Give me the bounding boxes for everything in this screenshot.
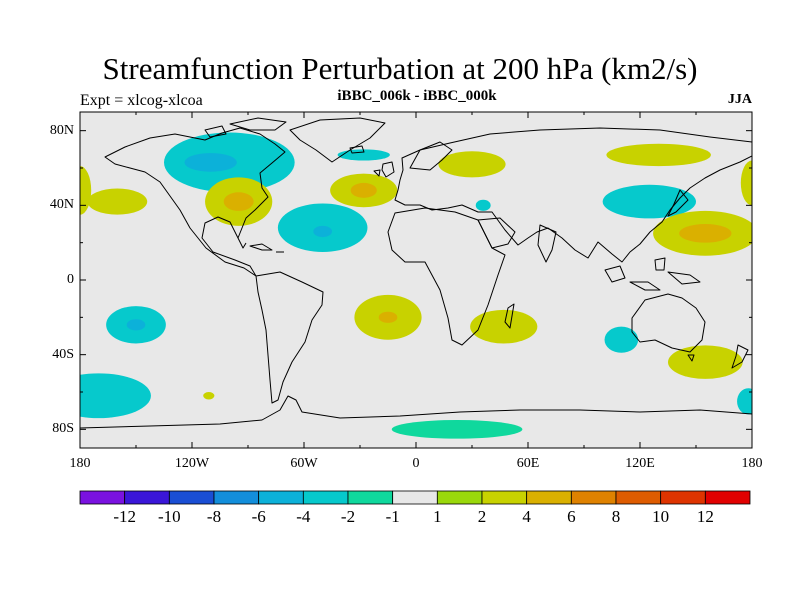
colorbar-swatch [704, 490, 751, 505]
coast-arctic-islands [204, 117, 287, 138]
anomaly-region-10 [475, 199, 491, 211]
x-tick-label: 180 [69, 456, 91, 471]
x-tick-label: 120E [625, 456, 655, 471]
coast-british-isles [373, 161, 395, 178]
anomaly-region-28 [391, 420, 523, 439]
anomaly-region-11 [606, 143, 711, 167]
anomaly-region-1 [184, 153, 237, 172]
colorbar-swatch [168, 490, 215, 505]
anomaly-region-15 [740, 160, 752, 206]
y-tick-label: 40N [49, 197, 74, 213]
coastlines [80, 117, 752, 429]
y-tick-label: 80S [52, 421, 74, 437]
colorbar-swatch [481, 490, 528, 505]
coast-indonesia [604, 257, 701, 291]
x-tick-label: 60W [290, 456, 318, 471]
x-tick-label: 180 [741, 456, 763, 471]
anomaly-region-23 [604, 326, 639, 353]
chart-title: Streamfunction Perturbation at 200 hPa (… [102, 51, 698, 86]
anomaly-region-17 [87, 188, 148, 215]
coast-iceland [349, 145, 365, 154]
colorbar-label: 6 [567, 507, 576, 526]
coast-antarctica [80, 395, 752, 429]
coast-new-zealand [731, 344, 749, 369]
coast-arabia [477, 217, 516, 249]
coast-south-america [255, 271, 324, 404]
anomaly-region-25 [80, 373, 151, 419]
coast-madagascar [504, 303, 515, 329]
anomaly-region-5 [313, 225, 332, 238]
anomaly-region-14 [679, 224, 732, 243]
anomaly-layer [80, 132, 752, 439]
colorbar-label: 1 [433, 507, 442, 526]
colorbar-swatch [124, 490, 170, 505]
colorbar-swatch [347, 490, 394, 505]
colorbar-label: 12 [696, 507, 714, 526]
y-tick-label: 80N [49, 122, 74, 138]
anomaly-region-9 [438, 151, 506, 178]
coast-north-america [104, 127, 286, 277]
coast-japan [667, 189, 689, 217]
colorbar-label: -4 [296, 507, 311, 526]
colorbar-label: -12 [113, 507, 136, 526]
colorbar-swatch [302, 490, 349, 505]
axis-ticks [79, 112, 753, 448]
coast-africa [387, 207, 506, 346]
y-tick-label: 0 [67, 272, 74, 287]
colorbar-swatch [570, 490, 617, 505]
x-tick-label: 0 [412, 456, 420, 471]
y-tick-label: 40S [52, 346, 74, 362]
colorbar-swatch [213, 490, 260, 505]
colorbar-swatch [392, 490, 438, 505]
coast-florida [237, 237, 247, 249]
coast-eurasia [394, 127, 752, 263]
colorbar-swatch [79, 490, 126, 505]
colorbar-label: -1 [385, 507, 400, 526]
anomaly-region-19 [126, 319, 146, 331]
colorbar-label: -10 [157, 507, 181, 526]
season-label: JJA [727, 92, 752, 107]
colorbar-swatch [660, 490, 706, 505]
x-tick-label: 60E [516, 456, 540, 471]
anomaly-region-24 [668, 345, 743, 379]
colorbar-label: -2 [340, 507, 356, 526]
colorbar-label: 8 [611, 507, 621, 526]
anomaly-region-7 [350, 182, 377, 198]
anomaly-region-27 [203, 392, 215, 400]
coast-india [537, 224, 557, 263]
colorbar-label: 2 [477, 507, 487, 526]
colorbar-swatch [436, 490, 483, 505]
colorbar-label: -8 [206, 507, 222, 526]
anomaly-region-8 [337, 149, 390, 161]
colorbar-label: 4 [522, 507, 531, 526]
coast-scandinavia [409, 141, 453, 171]
anomaly-region-12 [602, 184, 696, 219]
coast-australia [631, 293, 706, 353]
anomaly-region-26 [737, 388, 752, 415]
colorbar-label: 10 [652, 507, 670, 526]
colorbar-swatch [258, 490, 304, 505]
colorbar-label: -6 [251, 507, 266, 526]
coast-tasmania [687, 354, 695, 362]
anomaly-region-21 [378, 311, 398, 323]
experiment-label: Expt = xlcog-xlcoa [80, 92, 203, 109]
x-tick-label: 120W [174, 456, 210, 471]
coast-greenland [289, 117, 386, 163]
coast-caribbean [249, 243, 284, 253]
colorbar-swatch [526, 490, 572, 505]
anomaly-region-22 [470, 309, 538, 344]
difference-label: iBBC_006k - iBBC_000k [337, 88, 497, 104]
colorbar-swatch [615, 490, 662, 505]
colorbar [79, 490, 751, 505]
anomaly-region-3 [223, 192, 254, 211]
